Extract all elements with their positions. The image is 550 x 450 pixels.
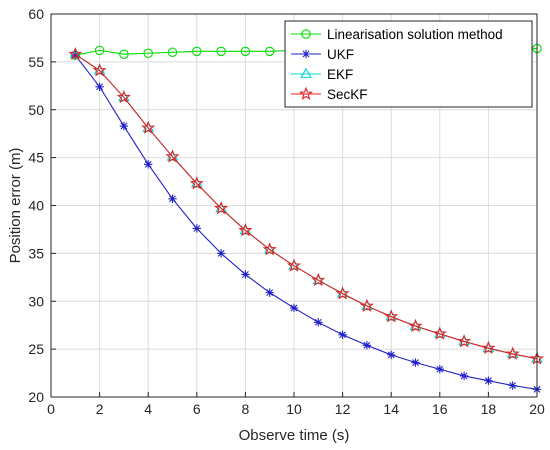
data-point-ukf [71,50,80,60]
data-point-ukf [362,341,372,350]
data-point-ukf [484,376,493,385]
data-point-linearisation-solution-method [94,45,105,56]
legend-box [284,20,533,108]
data-point-seckf [408,318,423,333]
data-point-ekf [288,259,300,270]
x-tick-label: 10 [286,401,302,417]
legend: Linearisation solution method UKF EKF SecKF [284,20,533,108]
x-tick-label: 20 [529,401,545,417]
data-point-seckf [68,46,83,61]
legend-marker [300,67,312,78]
data-point-ekf [166,150,179,161]
data-point-seckf [457,334,472,348]
data-point-ukf [192,224,201,233]
data-point-ukf [435,365,444,374]
legend-label: SecKF [327,87,368,102]
y-tick-label: 60 [28,6,44,22]
y-axis-label: Position error (m) [7,148,24,264]
legend-label: UKF [327,47,354,62]
data-point-linearisation-solution-method [167,47,178,58]
legend-item-seckf: SecKF [291,86,368,102]
data-point-ekf [118,91,130,102]
legend-item-ekf: EKF [291,67,353,82]
data-point-seckf [481,340,496,355]
legend-marker [301,29,311,39]
data-point-ekf [215,202,227,213]
data-point-seckf [92,63,107,77]
data-point-ekf [239,224,252,235]
tick-labels: 0 2 4 6 8 10 12 14 16 18 20 20 25 30 35 40 45 50 55 60 [28,6,545,417]
x-tick-label: 12 [335,401,351,417]
legend-label: EKF [327,67,353,82]
y-tick-label: 45 [28,150,44,166]
series-seckf [68,46,545,365]
y-tick-label: 40 [28,198,44,214]
data-point-ukf [508,381,517,390]
legend-item-linearisation-solution-method: Linearisation solution method [291,27,503,42]
data-point-seckf [116,89,131,104]
data-point-ukf [338,330,347,339]
data-point-seckf [432,326,447,340]
y-tick-label: 25 [28,341,44,357]
data-point-ekf [142,121,155,132]
data-point-ukf [459,371,469,381]
x-tick-label: 2 [96,401,104,417]
data-point-seckf [311,272,326,287]
y-tick-label: 55 [28,54,44,70]
data-point-seckf [384,309,399,323]
y-tick-label: 30 [28,293,44,309]
data-point-ekf [263,243,276,254]
data-point-ukf [168,194,177,203]
data-point-seckf [165,149,180,163]
data-point-linearisation-solution-method [143,48,153,59]
data-point-linearisation-solution-method [192,46,202,57]
data-point-seckf [189,176,204,190]
data-point-ekf [69,47,82,59]
data-point-seckf [141,120,156,134]
data-point-seckf [286,258,302,272]
series-line-ukf [74,54,538,390]
data-point-ukf [387,350,396,360]
x-tick-label: 14 [383,401,399,417]
data-point-seckf [262,242,277,256]
data-point-seckf [359,298,374,313]
legend-marker [301,49,311,59]
data-point-ukf [265,288,274,297]
data-point-seckf [214,200,229,215]
data-point-linearisation-solution-method [216,46,226,57]
legend-item-ukf: UKF [291,47,354,62]
data-point-linearisation-solution-method [264,46,275,57]
data-point-ekf [93,64,106,75]
data-point-linearisation-solution-method [240,46,251,57]
data-point-ukf [411,358,420,367]
x-tick-label: 8 [242,401,250,417]
x-tick-label: 18 [481,401,497,417]
y-tick-label: 50 [28,102,44,118]
data-point-seckf [238,222,253,237]
data-point-ukf [241,270,250,279]
data-point-seckf [505,346,520,360]
legend-marker [298,86,314,100]
y-tick-label: 35 [28,245,44,261]
data-point-ukf [314,318,323,327]
x-tick-label: 6 [193,401,201,417]
data-point-ukf [119,121,129,131]
data-point-ukf [216,249,226,258]
data-point-ukf [144,160,153,169]
x-tick-label: 16 [432,401,448,417]
data-point-ekf [190,177,203,188]
y-tick-label: 20 [28,389,44,405]
data-point-ukf [95,82,104,91]
legend-label: Linearisation solution method [327,27,503,42]
data-point-linearisation-solution-method [119,49,129,59]
x-tick-label: 0 [47,401,55,417]
x-axis-label: Observe time (s) [239,427,350,444]
data-point-ukf [289,303,299,313]
x-tick-label: 4 [144,401,152,417]
data-point-seckf [335,286,350,300]
